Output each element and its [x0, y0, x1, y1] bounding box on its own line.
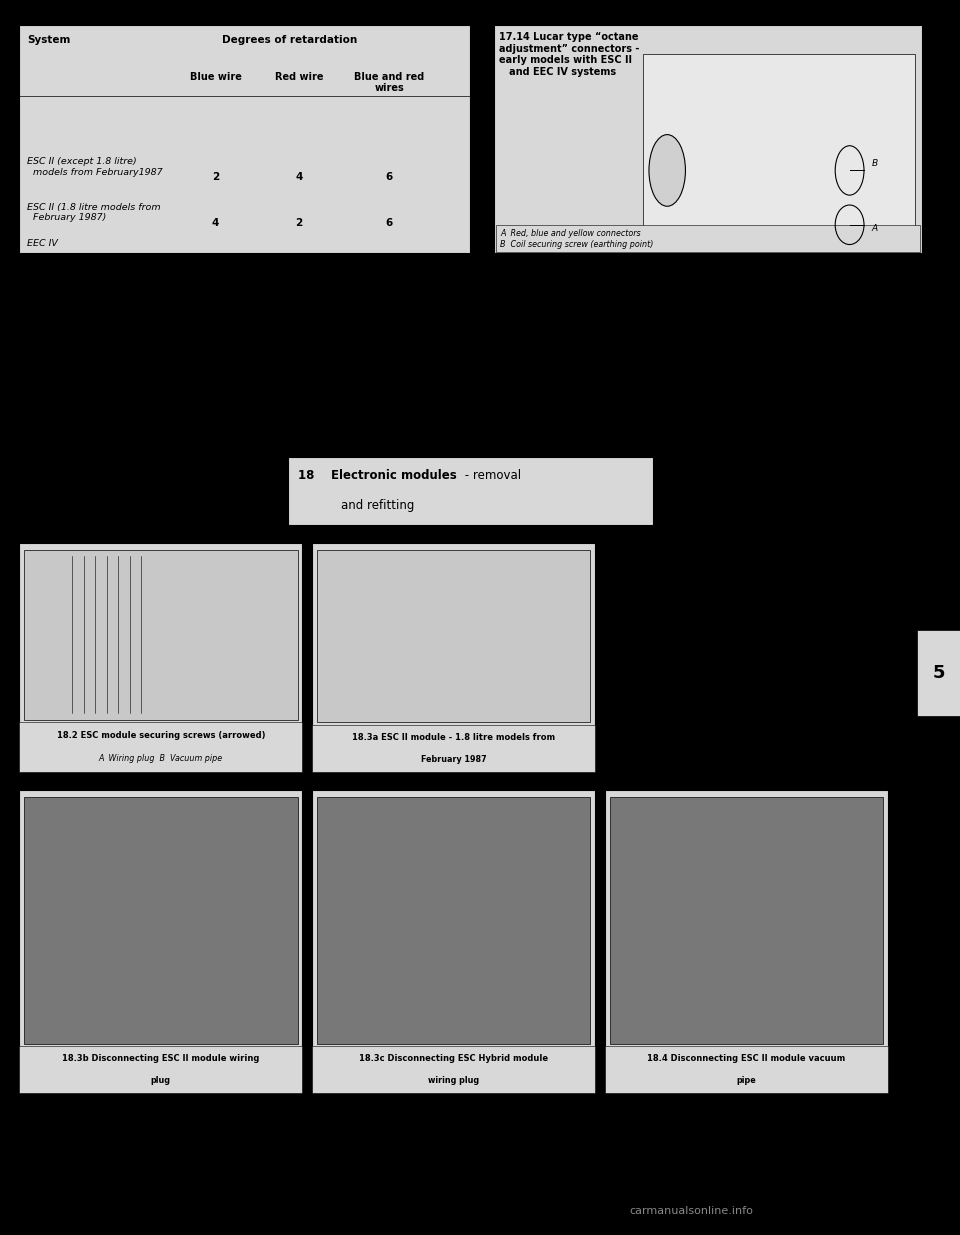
Text: and refitting: and refitting [341, 499, 414, 513]
Ellipse shape [649, 135, 685, 206]
Text: EEC IV: EEC IV [27, 240, 58, 248]
Text: February 1987: February 1987 [420, 755, 487, 764]
Text: 4: 4 [212, 217, 219, 227]
FancyBboxPatch shape [19, 543, 302, 772]
Text: 6: 6 [386, 172, 393, 182]
FancyBboxPatch shape [312, 725, 595, 772]
Text: 4: 4 [296, 172, 302, 182]
Text: 18.4 Disconnecting ESC II module vacuum: 18.4 Disconnecting ESC II module vacuum [647, 1053, 846, 1063]
Text: Electronic modules: Electronic modules [331, 469, 457, 483]
Text: 6: 6 [386, 254, 393, 264]
FancyBboxPatch shape [312, 1046, 595, 1093]
Text: 6: 6 [386, 217, 393, 227]
Text: Red wire: Red wire [275, 72, 324, 82]
Text: carmanualsonline.info: carmanualsonline.info [629, 1207, 754, 1216]
Text: Blue wire: Blue wire [189, 72, 241, 82]
FancyBboxPatch shape [496, 225, 920, 252]
Text: A  Wiring plug  B  Vacuum pipe: A Wiring plug B Vacuum pipe [99, 755, 223, 763]
Text: 4: 4 [212, 254, 219, 264]
Text: ESC II (1.8 litre models from
  February 1987): ESC II (1.8 litre models from February 1… [27, 203, 160, 222]
FancyBboxPatch shape [317, 797, 590, 1044]
FancyBboxPatch shape [312, 543, 595, 772]
FancyBboxPatch shape [19, 722, 302, 772]
Text: A: A [872, 224, 877, 233]
Text: 18.3a ESC II module - 1.8 litre models from: 18.3a ESC II module - 1.8 litre models f… [352, 732, 555, 742]
Text: System: System [27, 35, 70, 44]
FancyBboxPatch shape [24, 550, 298, 720]
FancyBboxPatch shape [24, 797, 298, 1044]
Text: 17.14 Lucar type “octane
adjustment” connectors -
early models with ESC II
   an: 17.14 Lucar type “octane adjustment” con… [499, 32, 639, 77]
FancyBboxPatch shape [643, 54, 915, 231]
FancyBboxPatch shape [605, 1046, 888, 1093]
Text: 2: 2 [212, 172, 219, 182]
FancyBboxPatch shape [610, 797, 883, 1044]
FancyBboxPatch shape [19, 790, 302, 1093]
Text: - removal: - removal [461, 469, 521, 483]
Text: ESC II (except 1.8 litre)
  models from February1987: ESC II (except 1.8 litre) models from Fe… [27, 157, 162, 177]
FancyBboxPatch shape [312, 790, 595, 1093]
Text: B: B [872, 158, 877, 168]
Text: pipe: pipe [736, 1076, 756, 1086]
Text: Blue and red
wires: Blue and red wires [354, 72, 424, 93]
Text: 18.3b Disconnecting ESC II module wiring: 18.3b Disconnecting ESC II module wiring [62, 1053, 259, 1063]
Text: 5: 5 [932, 664, 945, 682]
Text: B  Coil securing screw (earthing point): B Coil securing screw (earthing point) [500, 240, 654, 249]
Text: 18: 18 [298, 469, 323, 483]
FancyBboxPatch shape [317, 550, 590, 722]
Text: 18.3c Disconnecting ESC Hybrid module: 18.3c Disconnecting ESC Hybrid module [359, 1053, 548, 1063]
Text: A  Red, blue and yellow connectors: A Red, blue and yellow connectors [500, 228, 640, 238]
FancyBboxPatch shape [917, 630, 960, 716]
Text: Degrees of retardation: Degrees of retardation [223, 35, 357, 44]
FancyBboxPatch shape [494, 25, 922, 253]
Text: 18.2 ESC module securing screws (arrowed): 18.2 ESC module securing screws (arrowed… [57, 731, 265, 740]
Text: plug: plug [151, 1076, 171, 1086]
FancyBboxPatch shape [19, 1046, 302, 1093]
FancyBboxPatch shape [19, 25, 470, 253]
Text: 2: 2 [296, 254, 302, 264]
Text: wiring plug: wiring plug [428, 1076, 479, 1086]
Text: 2: 2 [296, 217, 302, 227]
FancyBboxPatch shape [288, 457, 653, 525]
FancyBboxPatch shape [605, 790, 888, 1093]
